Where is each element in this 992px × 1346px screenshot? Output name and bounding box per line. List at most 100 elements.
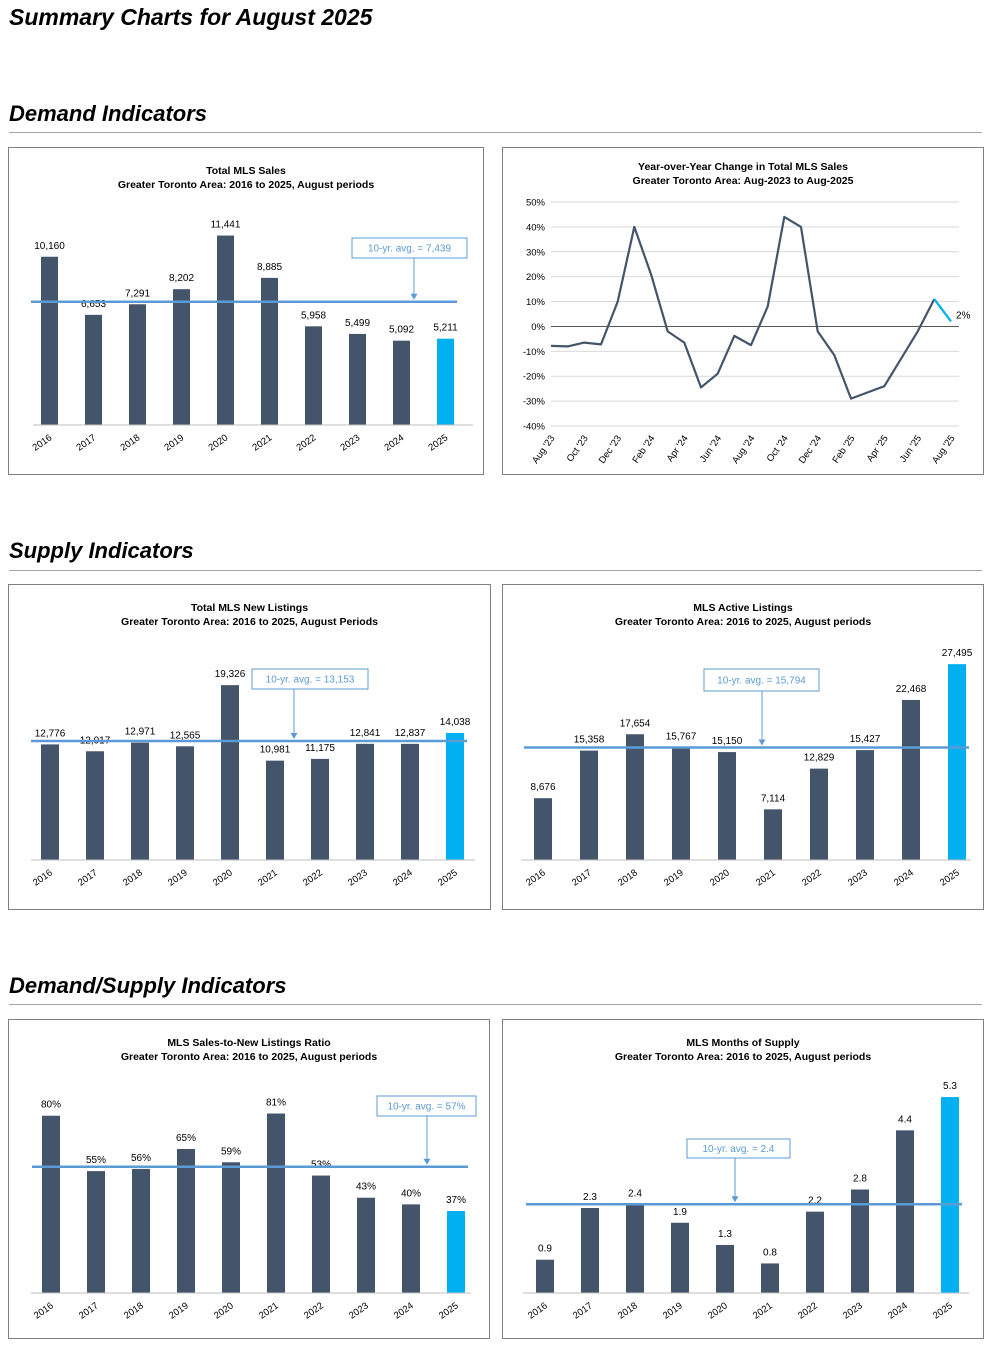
bar-2021 [267,1113,285,1293]
data-label-2025: 5.3 [943,1081,957,1092]
x-tick-2025: 2025 [938,867,962,888]
average-label: 10-yr. avg. = 2.4 [703,1144,775,1155]
bar-2023 [856,750,874,860]
bar-2025 [941,1097,959,1293]
series-line [550,215,936,400]
bar-2021 [764,809,782,860]
data-label-2019: 65% [176,1133,196,1144]
bar-2022 [311,758,329,860]
bar-2018 [131,742,149,860]
bar-2022 [806,1211,824,1293]
bar-2017 [87,1171,105,1293]
y-tick-label: -20% [523,372,546,383]
chart-total-mls-sales: Total MLS Sales Greater Toronto Area: 201… [8,147,484,475]
data-label-2017: 15,358 [574,735,605,746]
data-label-2022: 53% [311,1160,331,1171]
bar-2019 [173,289,190,425]
x-tick-2021: 2021 [257,1300,281,1321]
x-tick-2020: 2020 [207,432,231,453]
x-tick-2025: 2025 [437,1300,461,1321]
data-label-2024: 4.4 [898,1114,912,1125]
average-arrow-head [410,293,418,300]
x-tick-2017: 2017 [75,432,99,453]
x-tick-2022: 2022 [295,432,319,453]
y-tick-label: 0% [531,322,545,333]
average-label-box [251,668,369,690]
bar-2017 [85,314,102,425]
bar-2017 [580,750,598,860]
data-label-2022: 5,958 [301,310,326,321]
average-arrow-head [290,732,298,739]
x-tick-2017: 2017 [571,1300,595,1321]
x-tick-2023: 2023 [346,867,370,888]
x-tick-2016: 2016 [32,1300,56,1321]
data-label-2016: 10,160 [34,241,65,252]
data-label-2020: 11,441 [211,220,241,231]
data-label-2018: 2.4 [628,1188,642,1199]
x-tick-2021: 2021 [256,867,280,888]
chart-title: MLS Sales-to-New Listings Ratio [167,1037,330,1049]
bar-2024 [896,1130,914,1293]
x-tick-2025: 2025 [427,432,451,453]
series-line-latest-segment [933,298,952,323]
average-label: 10-yr. avg. = 7,439 [368,244,452,255]
x-tick-2024: 2024 [383,432,407,453]
chart-subtitle: Greater Toronto Area: 2016 to 2025, Augu… [121,1051,378,1063]
bar-2020 [221,685,239,860]
bar-2021 [761,1263,779,1293]
x-tick-label: Apr '25 [865,433,891,464]
x-tick-2020: 2020 [211,867,235,888]
chart-title: Total MLS Sales [206,165,286,177]
bar-2022 [312,1175,330,1293]
x-tick-2016: 2016 [31,432,55,453]
x-tick-2020: 2020 [212,1300,236,1321]
chart-months-of-supply: MLS Months of Supply Greater Toronto Area… [502,1019,984,1339]
data-label-2025: 14,038 [440,717,471,728]
chart-subtitle: Greater Toronto Area: 2016 to 2025, Augu… [615,1051,872,1063]
chart-active-listings-svg: MLS Active Listings Greater Toronto Area:… [521,602,973,889]
bar-2021 [261,277,278,425]
bar-2022 [305,326,322,425]
end-value-label: 2% [956,310,971,321]
x-tick-2022: 2022 [301,867,325,888]
data-label-2016: 12,776 [35,728,66,739]
average-arrow-head [731,1196,739,1203]
x-tick-2018: 2018 [122,1300,146,1321]
data-label-2019: 1.9 [673,1207,687,1218]
x-tick-2021: 2021 [754,867,778,888]
x-tick-label: Aug '24 [730,433,757,465]
bar-2023 [356,743,374,860]
bar-2016 [536,1259,554,1293]
x-tick-label: Jun '25 [898,433,924,464]
chart-yoy-change-sales-svg: Year-over-Year Change in Total MLS Sales… [523,161,971,466]
bar-2022 [810,768,828,860]
chart-subtitle: Greater Toronto Area: 2016 to 2025, Augu… [121,616,378,628]
chart-subtitle: Greater Toronto Area: Aug-2023 to Aug-20… [633,175,854,187]
y-tick-label: 20% [526,272,546,283]
x-tick-2022: 2022 [796,1300,820,1321]
data-label-2024: 12,837 [395,728,426,739]
data-label-2016: 8,676 [530,782,555,793]
data-label-2018: 56% [131,1153,151,1164]
bar-2023 [851,1189,869,1293]
bar-2016 [41,744,59,860]
average-label-box [686,1138,791,1159]
data-label-2021: 10,981 [260,745,291,756]
bar-2024 [393,340,410,425]
x-tick-2017: 2017 [77,1300,101,1321]
bar-2024 [402,1204,420,1293]
x-tick-2023: 2023 [846,867,870,888]
x-tick-2023: 2023 [347,1300,371,1321]
x-tick-2024: 2024 [392,1300,416,1321]
x-tick-2025: 2025 [931,1300,955,1321]
average-label-box [351,237,468,259]
bar-2019 [672,747,690,860]
x-tick-label: Dec '23 [597,433,624,465]
x-tick-2016: 2016 [526,1300,550,1321]
chart-active-listings: MLS Active Listings Greater Toronto Area:… [502,584,984,910]
data-label-2016: 0.9 [538,1244,552,1255]
section-title-demand: Demand Indicators [9,101,208,126]
bar-2016 [534,798,552,860]
data-label-2020: 15,150 [712,736,743,747]
section-rule [9,132,982,133]
